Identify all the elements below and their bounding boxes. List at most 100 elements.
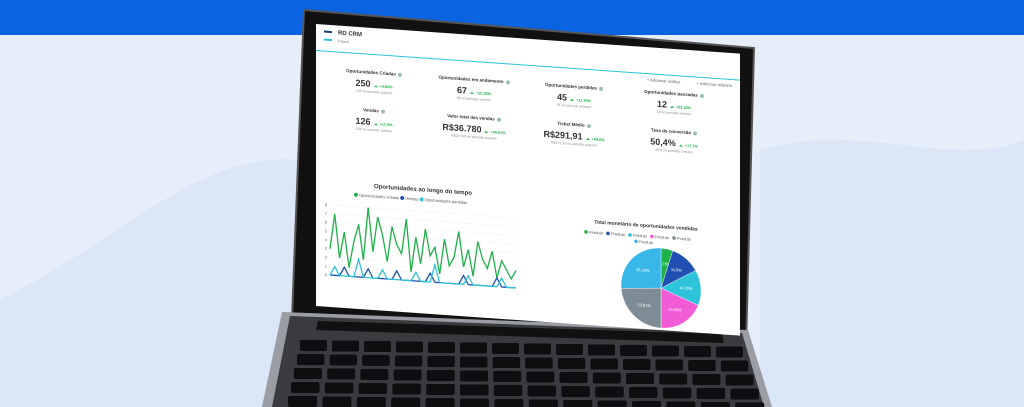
pie-slice	[660, 287, 699, 329]
pie-label: 4,76%	[659, 261, 671, 267]
key	[364, 341, 391, 352]
legend-swatch	[650, 234, 654, 239]
key	[730, 388, 759, 400]
y-tick-label: 0	[325, 272, 328, 277]
key	[427, 356, 455, 367]
legend-swatch	[584, 230, 588, 234]
y-tick-label: 8	[325, 202, 328, 207]
key	[524, 343, 551, 355]
grid-line	[330, 257, 516, 271]
key	[629, 387, 658, 398]
pie-chart-title: Total monetário de oportunidades vendida…	[594, 219, 698, 232]
key	[360, 369, 389, 380]
key	[632, 401, 661, 407]
key	[324, 382, 354, 394]
key	[652, 345, 679, 357]
key	[393, 369, 422, 381]
legend-label: Vendas	[405, 196, 418, 202]
y-tick-label: 1	[325, 263, 328, 268]
key	[394, 355, 423, 367]
key	[460, 384, 489, 396]
legend-swatch	[672, 236, 676, 240]
key	[684, 346, 711, 357]
key	[329, 354, 358, 366]
key	[327, 368, 356, 380]
key	[492, 343, 519, 354]
key	[426, 370, 455, 381]
key	[297, 354, 325, 365]
y-tick-label: 7	[325, 211, 328, 216]
y-tick-label: 3	[325, 246, 328, 251]
key	[494, 399, 524, 407]
key	[358, 383, 388, 394]
key	[688, 360, 716, 371]
key	[659, 373, 688, 385]
legend-swatch	[400, 196, 405, 201]
key	[588, 344, 615, 356]
pie-label: 19,05%	[668, 307, 682, 313]
key	[525, 357, 553, 369]
key	[492, 357, 521, 368]
grid-line	[330, 222, 516, 236]
key	[288, 396, 317, 407]
legend-swatch	[606, 231, 610, 236]
key	[563, 400, 593, 407]
key	[396, 341, 423, 353]
wave	[760, 140, 1024, 407]
key	[425, 398, 455, 407]
key	[592, 372, 621, 384]
legend-label: Produto	[611, 231, 626, 237]
key	[428, 342, 455, 353]
grid-line	[330, 204, 516, 219]
legend-label: Oportunidades perdidas	[425, 197, 468, 205]
key	[597, 400, 627, 407]
keyboard-deck	[262, 312, 772, 407]
key	[526, 371, 555, 383]
key	[460, 370, 488, 382]
y-tick-label: 2	[325, 255, 328, 260]
y-tick-label: 6	[325, 220, 328, 225]
key	[590, 358, 618, 370]
legend-label: Produto	[589, 230, 604, 236]
key	[460, 356, 488, 368]
key	[662, 387, 692, 399]
y-tick-label: 4	[325, 237, 328, 242]
pie-label: 11,9%	[671, 267, 682, 273]
key	[332, 340, 359, 352]
key	[460, 342, 487, 354]
grid-line	[330, 231, 516, 245]
key	[626, 373, 654, 384]
key	[291, 382, 320, 393]
key	[556, 344, 583, 355]
key	[557, 358, 586, 369]
key	[623, 359, 651, 370]
key	[527, 385, 557, 397]
key	[322, 396, 352, 407]
key	[725, 374, 754, 386]
key	[528, 399, 558, 407]
line-series	[329, 257, 516, 289]
pie-label: 26,19%	[636, 267, 650, 273]
pie-label: 14,29%	[679, 285, 693, 291]
legend-swatch	[354, 192, 358, 197]
line-series	[329, 207, 517, 281]
key	[595, 386, 624, 398]
grid-line	[330, 248, 516, 262]
key	[716, 346, 743, 358]
key	[493, 371, 522, 382]
legend-label: Produto	[633, 233, 648, 239]
key	[356, 397, 386, 407]
grid-line	[330, 213, 516, 227]
legend-label: Produto	[677, 236, 692, 242]
key	[391, 397, 421, 407]
pie-slice	[620, 287, 662, 329]
legend-label: Produto	[655, 234, 670, 240]
legend-label: Produto	[639, 239, 654, 245]
key	[720, 360, 749, 372]
wave	[0, 159, 300, 407]
key	[666, 401, 696, 407]
key	[655, 359, 684, 371]
key	[692, 374, 721, 385]
key	[696, 388, 726, 399]
